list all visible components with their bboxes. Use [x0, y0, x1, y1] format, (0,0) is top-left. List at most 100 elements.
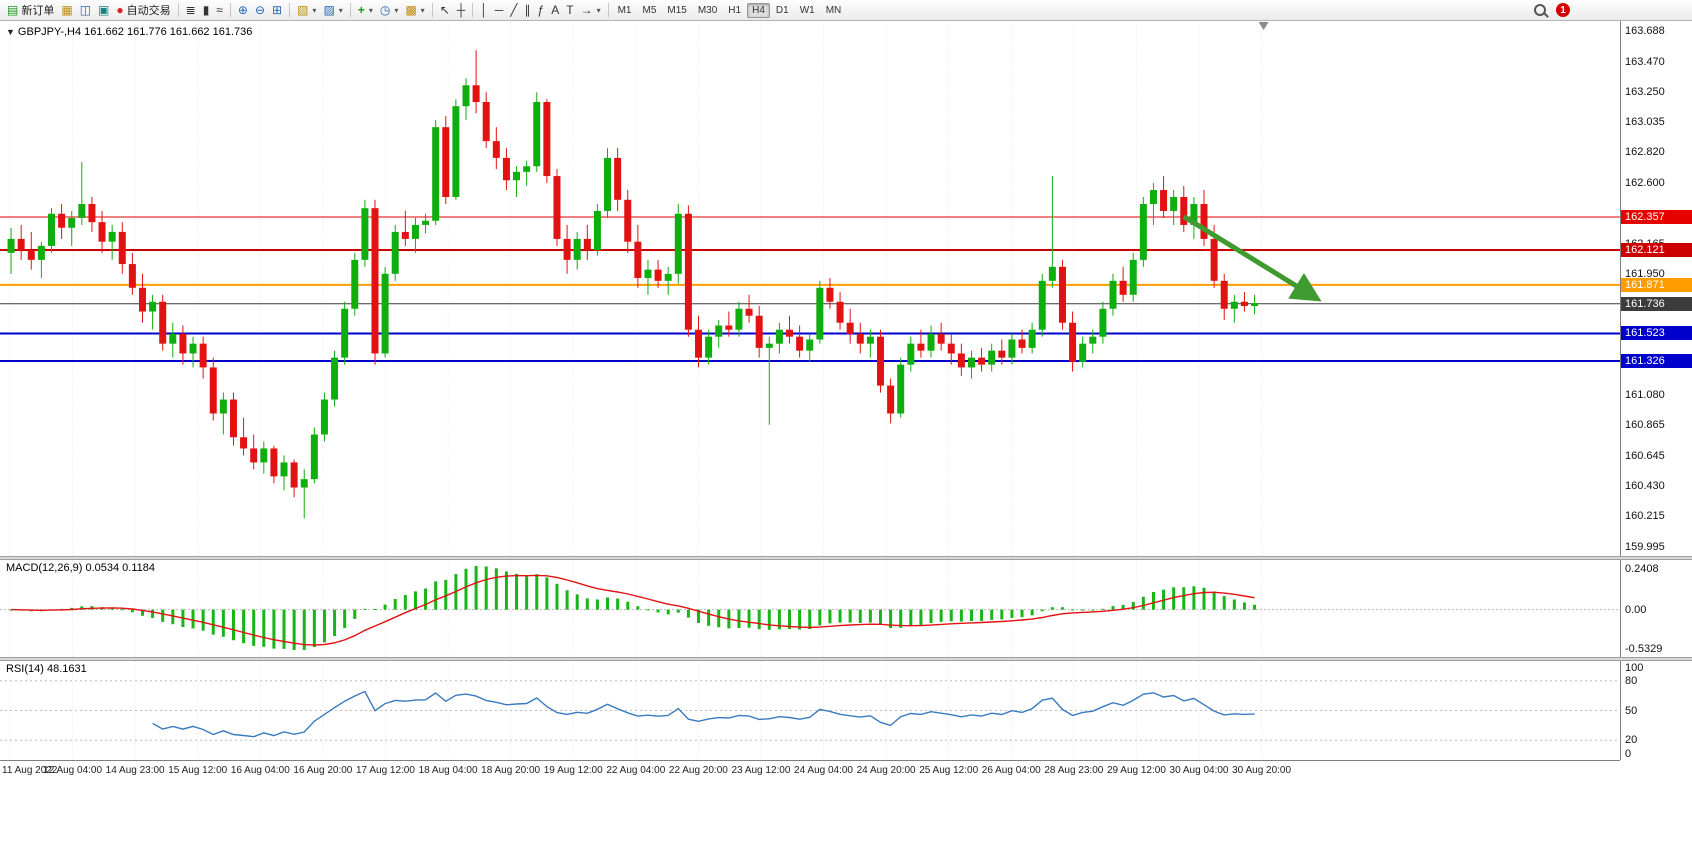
- time-axis-label: 11 Aug 2022: [2, 765, 58, 776]
- label-icon: T: [566, 3, 574, 17]
- toolbar-separator: [472, 3, 474, 17]
- macd-panel-canvas[interactable]: [0, 560, 1620, 657]
- timeframe-h4-button[interactable]: H4: [747, 2, 770, 18]
- timeframe-mn-button[interactable]: MN: [825, 4, 842, 16]
- time-axis-label: 19 Aug 12:00: [543, 765, 603, 776]
- horizontal-line-icon: ─: [494, 3, 504, 17]
- toolbar-separator: [607, 3, 609, 17]
- autotrading-button[interactable]: ● 自动交易: [113, 1, 173, 19]
- profiles-button[interactable]: ▨ ▾: [320, 1, 345, 19]
- timeframe-m5-button[interactable]: M5: [642, 4, 657, 16]
- periods-button[interactable]: ◷ ▾: [377, 1, 402, 19]
- arrows-icon: →: [580, 3, 593, 17]
- price-axis-tick: 163.250: [1625, 86, 1665, 99]
- time-axis-label: 30 Aug 20:00: [1232, 765, 1292, 776]
- panel-divider[interactable]: [0, 657, 1692, 661]
- autotrading-icon: ●: [116, 3, 124, 17]
- tile-windows-button[interactable]: ⊞: [269, 1, 285, 19]
- rsi-axis-tick: 20: [1625, 734, 1638, 747]
- templates-icon: ▩: [405, 3, 417, 17]
- price-axis-tick: 163.688: [1625, 25, 1665, 38]
- time-axis-label: 18 Aug 20:00: [481, 765, 541, 776]
- time-axis-label: 12 Aug 04:00: [43, 765, 103, 776]
- timeframe-m30-button[interactable]: M30: [697, 4, 718, 16]
- zoom-in-button[interactable]: ⊕: [235, 1, 251, 19]
- trend-arrow[interactable]: [1182, 214, 1322, 302]
- timeframe-m1-button[interactable]: M1: [617, 4, 632, 16]
- timeframe-m15-button[interactable]: M15: [667, 4, 687, 16]
- rsi-axis-tick: 50: [1625, 704, 1638, 717]
- time-axis[interactable]: 11 Aug 2022 12 Aug 04:00 14 Aug 23:00 15 Au…: [0, 760, 1620, 782]
- dropdown-caret-icon: ▾: [368, 5, 373, 15]
- vertical-line-button[interactable]: │: [477, 1, 491, 19]
- profiles-icon: ▨: [323, 3, 335, 17]
- candlesticks: [7, 50, 1259, 519]
- text-button[interactable]: A: [548, 1, 562, 19]
- time-axis-label: 24 Aug 20:00: [856, 765, 916, 776]
- price-axis-tick: 162.820: [1625, 146, 1665, 159]
- price-axis-tick: 159.995: [1625, 540, 1665, 553]
- line-chart-button[interactable]: ≈: [213, 1, 226, 19]
- navigator-button[interactable]: ◫: [77, 1, 94, 19]
- price-axis[interactable]: 162.357 162.121 161.871 161.736 161.523 161.3…: [1620, 21, 1692, 760]
- panel-divider[interactable]: [0, 556, 1692, 560]
- fibonacci-icon: ƒ: [537, 3, 545, 17]
- time-axis-label: 15 Aug 12:00: [168, 765, 228, 776]
- cursor-icon: ↖: [439, 3, 450, 17]
- timeframe-d1-button[interactable]: D1: [775, 4, 789, 16]
- timeframe-h1-button[interactable]: H1: [728, 4, 742, 16]
- candlestick-chart-icon: ▮: [202, 3, 210, 17]
- autotrading-label: 自动交易: [126, 5, 171, 17]
- dropdown-caret-icon: ▾: [394, 5, 399, 15]
- channel-button[interactable]: ∥: [522, 1, 534, 19]
- new-chart-button[interactable]: ▧ ▾: [294, 1, 319, 19]
- toolbar-separator: [349, 3, 351, 17]
- crosshair-button[interactable]: ┼: [454, 1, 469, 19]
- trendline-button[interactable]: ╱: [507, 1, 520, 19]
- macd-axis-top: 0.2408: [1625, 563, 1659, 575]
- candlestick-chart-button[interactable]: ▮: [200, 1, 213, 19]
- terminal-icon: ▣: [98, 3, 110, 17]
- price-tag-161.326: 161.326: [1621, 353, 1692, 368]
- price-axis-tick: 160.865: [1625, 419, 1665, 432]
- market-watch-button[interactable]: ▦: [58, 1, 75, 19]
- terminal-button[interactable]: ▣: [95, 1, 112, 19]
- time-axis-label: 18 Aug 04:00: [418, 765, 478, 776]
- trendline-icon: ╱: [510, 3, 518, 17]
- fibonacci-button[interactable]: ƒ: [535, 1, 548, 19]
- channel-icon: ∥: [524, 3, 531, 17]
- time-axis-label: 29 Aug 12:00: [1106, 765, 1166, 776]
- time-axis-label: 26 Aug 04:00: [981, 765, 1041, 776]
- chart-shift-marker[interactable]: [1258, 22, 1269, 30]
- zoom-out-button[interactable]: ⊖: [252, 1, 268, 19]
- horizontal-line-button[interactable]: ─: [492, 1, 507, 19]
- cursor-button[interactable]: ↖: [437, 1, 453, 19]
- templates-button[interactable]: ▩ ▾: [402, 1, 427, 19]
- price-axis-tick: 161.950: [1625, 267, 1665, 280]
- indicators-icon: +: [357, 3, 365, 17]
- label-button[interactable]: T: [563, 1, 576, 19]
- new-chart-icon: ▧: [297, 3, 309, 17]
- main-chart-canvas[interactable]: [0, 21, 1620, 556]
- search-button[interactable]: [1531, 1, 1549, 19]
- indicators-button[interactable]: + ▾: [355, 1, 376, 19]
- time-axis-label: 16 Aug 20:00: [293, 765, 353, 776]
- symbol-info: ▼ GBPJPY-,H4 161.662 161.776 161.662 161.…: [6, 26, 252, 38]
- periods-icon: ◷: [379, 3, 391, 17]
- dropdown-caret-icon: ▾: [338, 5, 343, 15]
- new-order-button[interactable]: ▤ 新订单: [4, 1, 57, 19]
- timeframe-w1-button[interactable]: W1: [799, 4, 815, 16]
- toolbar: ▤ 新订单 ▦ ◫ ▣ ● 自动交易 ≣ ▮ ≈ ⊕ ⊖ ⊞ ▧ ▾ ▨ ▾ + ▾ …: [0, 0, 1692, 21]
- one-click-trading-toggle[interactable]: ▼: [6, 27, 15, 37]
- toolbar-separator: [289, 3, 291, 17]
- bar-chart-button[interactable]: ≣: [183, 1, 199, 19]
- notification-badge[interactable]: 1: [1556, 3, 1570, 17]
- rsi-axis-tick: 80: [1625, 674, 1638, 687]
- time-axis-label: 24 Aug 04:00: [794, 765, 853, 776]
- vertical-line-icon: │: [480, 3, 488, 17]
- arrows-button[interactable]: → ▾: [578, 1, 604, 19]
- time-axis-label: 22 Aug 04:00: [606, 765, 666, 776]
- rsi-panel-canvas[interactable]: [0, 661, 1620, 760]
- price-tag-162.121: 162.121: [1621, 242, 1692, 257]
- macd-axis-zero: 0.00: [1625, 603, 1647, 616]
